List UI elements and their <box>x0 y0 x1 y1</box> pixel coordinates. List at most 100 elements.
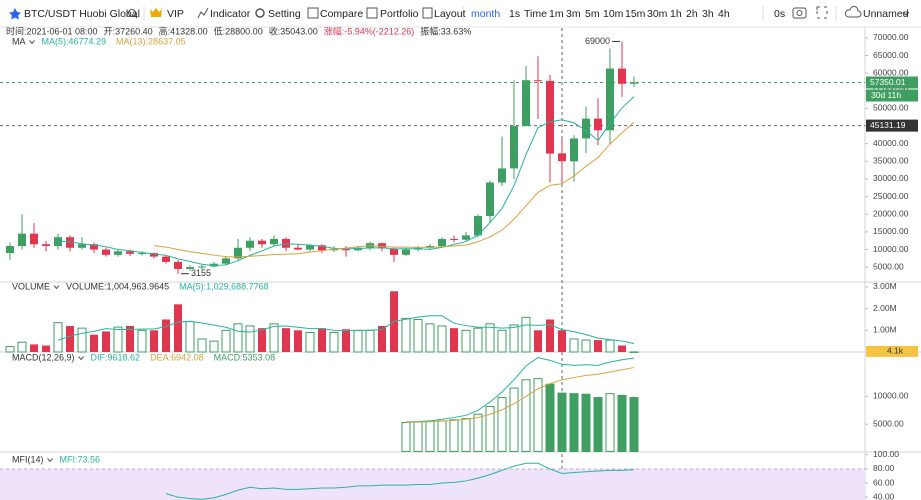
legend-caret[interactable] <box>29 40 35 45</box>
candle-body <box>606 68 614 131</box>
macd-bar <box>521 379 531 452</box>
interval-button[interactable]: 1h <box>670 8 682 20</box>
compare-icon[interactable] <box>307 7 319 19</box>
y-tick-label: 20000.00 <box>873 209 909 219</box>
interval-button[interactable]: 10m <box>603 8 624 20</box>
interval-button[interactable]: 30m <box>647 8 668 20</box>
legend-title: VOLUME <box>12 281 50 291</box>
candle-body <box>246 240 254 248</box>
macd-bar <box>509 387 519 453</box>
candle-body <box>294 247 302 250</box>
macd-bar <box>605 393 615 452</box>
candle-body <box>126 251 134 254</box>
volume-bar <box>546 319 554 352</box>
legend-entry: DIF:9618.62 <box>91 352 141 362</box>
volume-bar <box>245 325 255 353</box>
toolbar-button[interactable]: Indicator <box>210 8 251 20</box>
volume-bar <box>17 341 27 353</box>
info-text: 时间:2021-06-01 08:00 <box>6 25 98 36</box>
symbol[interactable]: BTC/USDT Huobi Global <box>24 8 140 20</box>
interval-button[interactable]: 2h <box>686 8 698 20</box>
search-icon[interactable] <box>128 9 136 17</box>
toolbar-button[interactable]: Layout <box>434 8 466 20</box>
interval-button[interactable]: 3m <box>566 8 581 20</box>
volume-bar <box>365 329 375 353</box>
candle-body <box>150 253 158 257</box>
camera-icon[interactable] <box>792 7 807 19</box>
portfolio-icon[interactable] <box>366 7 378 19</box>
toolbar-button[interactable]: Portfolio <box>380 8 419 20</box>
toolbar-button[interactable]: VIP <box>167 8 184 20</box>
volume-bar <box>258 328 266 352</box>
interval-button[interactable]: 3h <box>702 8 714 20</box>
vip-icon[interactable] <box>150 8 162 17</box>
y-tick-label: 2.00M <box>873 303 897 313</box>
setting-icon[interactable] <box>255 8 265 18</box>
y-tick-label: 80.00 <box>873 463 895 473</box>
cloud-icon[interactable] <box>844 6 862 18</box>
volume-bar <box>413 318 423 353</box>
macd-bar <box>533 378 543 452</box>
volume-bar <box>569 338 579 353</box>
macd-bar <box>425 420 435 453</box>
y-tick-label: 25000.00 <box>873 191 909 201</box>
volume-bar <box>90 334 98 352</box>
candle-body <box>186 267 194 269</box>
legend-title: MFI(14) <box>12 454 44 464</box>
candle-body <box>378 243 386 249</box>
interval-button[interactable]: 4h <box>718 8 730 20</box>
volume-bar <box>209 340 219 353</box>
interval-button[interactable]: 5m <box>585 8 600 20</box>
volume-bar <box>629 351 639 353</box>
volume-bar <box>594 340 602 352</box>
volume-bar <box>437 325 447 353</box>
y-tick-label: 40000.00 <box>873 138 909 148</box>
y-tick-label: 60.00 <box>873 477 895 487</box>
volume-bar <box>137 329 147 353</box>
star-icon[interactable] <box>9 8 21 20</box>
candle-body <box>102 249 110 255</box>
candle-body <box>390 248 398 255</box>
candle-body <box>486 182 494 217</box>
interval-button[interactable]: Time <box>524 8 547 20</box>
volume-bar <box>150 330 158 352</box>
volume-last-box <box>866 345 918 357</box>
volume-bar <box>42 345 50 352</box>
candle-body <box>534 80 542 82</box>
toolbar-button[interactable]: Compare <box>320 8 363 20</box>
legend-caret[interactable] <box>78 356 84 361</box>
volume-bar <box>425 323 435 353</box>
interval-button[interactable]: 1s <box>509 8 520 20</box>
layout-icon[interactable] <box>422 7 433 19</box>
indicator-icon[interactable] <box>197 7 209 19</box>
interval-button[interactable]: month <box>471 8 500 20</box>
macd-bar <box>437 420 447 452</box>
volume-bar <box>5 346 15 353</box>
macd-bar <box>617 394 627 453</box>
macd-bar <box>545 383 555 453</box>
y-tick-label: 65000.00 <box>873 50 909 60</box>
volume-bar <box>53 322 63 353</box>
volume-bar <box>318 328 326 352</box>
volume-bar <box>174 304 182 352</box>
legend-caret[interactable] <box>47 458 53 463</box>
candle-body <box>258 240 266 245</box>
volume-bar <box>66 325 74 352</box>
volume-bar <box>77 327 87 353</box>
interval-button[interactable]: 1m <box>549 8 564 20</box>
volume-bar <box>353 329 363 353</box>
indicator-line <box>153 121 635 258</box>
interval-button[interactable]: 15m <box>625 8 646 20</box>
indicator-line <box>165 462 635 500</box>
dropdown-icon[interactable] <box>902 11 910 16</box>
y-tick-label: 3.00M <box>873 281 897 291</box>
timer[interactable]: 0s <box>774 8 785 20</box>
toolbar-button[interactable]: Setting <box>268 8 301 20</box>
legend-caret[interactable] <box>53 285 60 290</box>
layout-name[interactable]: Unnamed <box>863 8 909 20</box>
candle-body <box>222 258 230 264</box>
volume-bar <box>461 329 471 353</box>
y-tick-label: 1.00M <box>873 325 897 335</box>
